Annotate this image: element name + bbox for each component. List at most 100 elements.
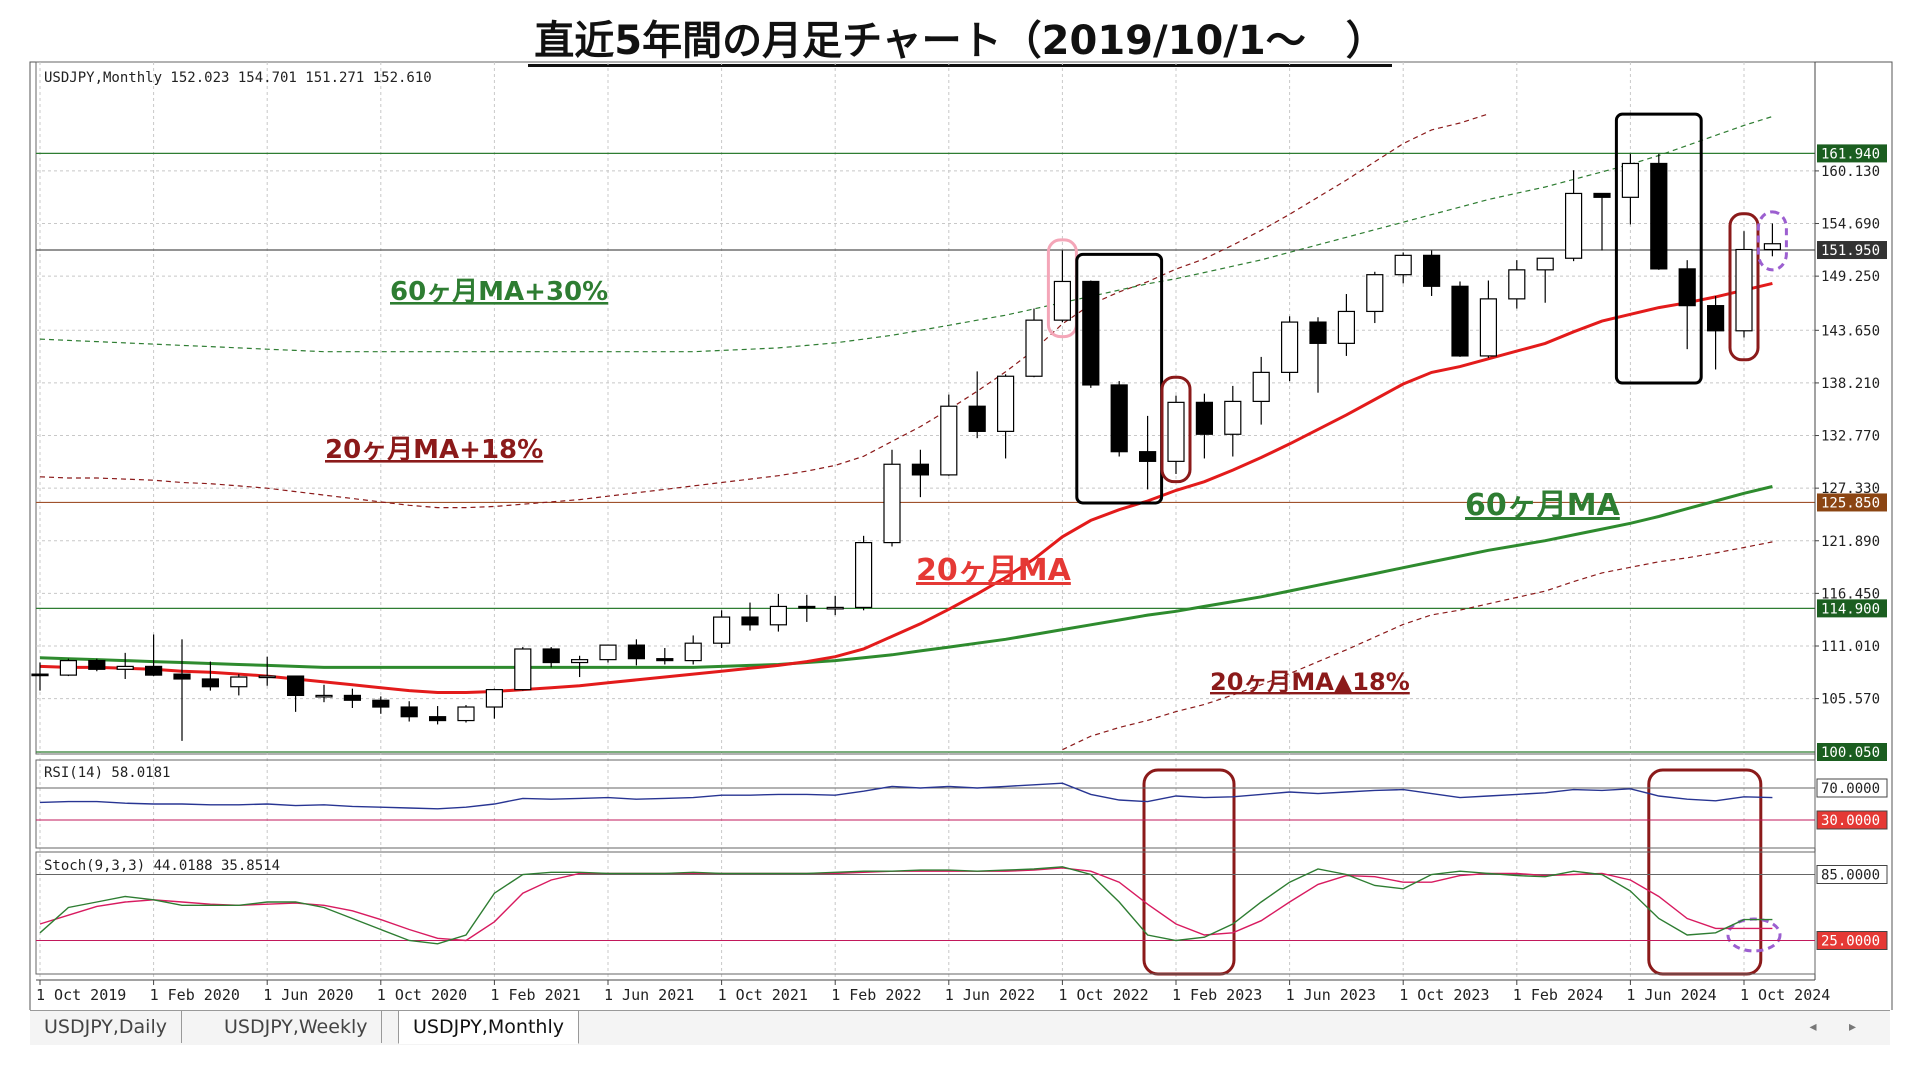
candle-body-down xyxy=(201,678,219,688)
ma20-line xyxy=(39,281,1773,694)
candle-body-down xyxy=(1678,268,1696,307)
price-chart[interactable]: 161.940 151.950 125.850 114.900 100.050 60ヶ月… xyxy=(0,0,1920,1010)
candle xyxy=(230,674,248,696)
stoch-k-line xyxy=(39,866,1773,945)
label-ma20-minus-18: 20ヶ月MA▲18% xyxy=(1210,668,1410,696)
candle xyxy=(31,662,49,691)
candle-body-up xyxy=(1366,274,1384,313)
candle xyxy=(627,639,646,666)
ma20-minus-18-line xyxy=(1062,541,1773,751)
tab-usdjpy-weekly[interactable]: USDJPY,Weekly xyxy=(210,1011,383,1043)
level-badge xyxy=(1817,493,1887,512)
candle-body-up xyxy=(315,694,333,698)
candle xyxy=(911,449,930,498)
price-tick-label: 143.650 xyxy=(1821,323,1880,339)
candle xyxy=(1621,153,1640,225)
candle xyxy=(1678,260,1696,350)
rsi-level-label: 30.0000 xyxy=(1821,813,1880,829)
candle xyxy=(1593,192,1611,251)
candle-body-up xyxy=(1735,248,1753,332)
price-tick-label: 121.890 xyxy=(1821,534,1880,550)
candle xyxy=(1195,393,1214,459)
candles xyxy=(31,153,1782,741)
candle-body-up xyxy=(1536,257,1554,271)
tab-scroll-arrows[interactable]: ◂ ▸ xyxy=(1809,1019,1870,1035)
candle xyxy=(258,656,276,686)
candle-body-up xyxy=(258,675,276,679)
ma60-plus-30-line xyxy=(39,115,1773,353)
label-ma20: 20ヶ月MA xyxy=(916,553,1072,588)
candle xyxy=(1479,280,1498,358)
candle xyxy=(145,634,163,677)
time-tick-label: 1 Oct 2024 xyxy=(1740,986,1830,1004)
candle-body-up xyxy=(1508,269,1526,300)
candle-body-up xyxy=(1280,321,1299,373)
time-tick-label: 1 Jun 2020 xyxy=(263,986,353,1004)
level-badge xyxy=(1817,599,1887,618)
candle-body-up xyxy=(883,463,901,544)
candle-body-down xyxy=(429,716,447,722)
candle-body-down xyxy=(542,648,560,664)
time-tick-label: 1 Feb 2024 xyxy=(1513,986,1603,1004)
time-tick-label: 1 Jun 2024 xyxy=(1626,986,1716,1004)
rsi-line xyxy=(39,782,1773,810)
highlight-box-decline-2024 xyxy=(1614,112,1703,385)
candle-body-up xyxy=(996,375,1015,432)
grid xyxy=(35,61,1816,980)
candle-body-down xyxy=(1195,401,1214,435)
price-tick-label: 149.250 xyxy=(1821,269,1880,285)
candle xyxy=(1224,385,1242,457)
candle-body-up xyxy=(1564,192,1583,259)
tab-usdjpy-monthly[interactable]: USDJPY,Monthly xyxy=(398,1011,579,1044)
candle xyxy=(826,595,844,616)
level-badge-label: 125.850 xyxy=(1821,495,1880,511)
candle xyxy=(542,647,560,668)
page-title-text: 直近5年間の月足チャート（2019/10/1～ ） xyxy=(528,18,1392,67)
candle-body-down xyxy=(627,644,646,660)
candle-body-up xyxy=(116,665,134,670)
time-tick-label: 1 Feb 2021 xyxy=(490,986,580,1004)
candle xyxy=(854,535,873,611)
candle xyxy=(1252,356,1270,425)
candle xyxy=(1735,231,1753,338)
candle xyxy=(940,394,958,476)
candle xyxy=(769,593,788,632)
annotation-boxes xyxy=(1046,112,1788,976)
candle xyxy=(201,661,219,691)
stoch-level-label: 25.0000 xyxy=(1821,934,1880,950)
candle xyxy=(514,647,532,691)
stoch-panel: Stoch(9,3,3) 44.0188 35.8514 85.0000 25.00… xyxy=(35,851,1888,975)
candle-body-down xyxy=(1082,280,1100,386)
level-badge xyxy=(1817,241,1887,260)
candle xyxy=(599,644,617,663)
candle-body-down xyxy=(741,616,759,626)
price-tick-label: 138.210 xyxy=(1821,376,1880,392)
time-tick-label: 1 Oct 2023 xyxy=(1399,986,1489,1004)
price-tick-label: 160.130 xyxy=(1821,164,1880,180)
candle-body-up xyxy=(1167,401,1185,462)
candle-body-up xyxy=(1025,319,1043,377)
candle xyxy=(1025,308,1043,378)
price-tick-label: 105.570 xyxy=(1821,692,1880,708)
tab-usdjpy-daily[interactable]: USDJPY,Daily xyxy=(30,1011,182,1043)
candle-body-down xyxy=(1650,162,1668,270)
candle xyxy=(684,635,702,665)
candle xyxy=(88,658,106,672)
candle-body-up xyxy=(599,644,617,661)
level-badge-label: 151.950 xyxy=(1821,243,1880,259)
candle-body-up xyxy=(826,606,844,610)
candle-body-up xyxy=(514,648,532,691)
time-tick-label: 1 Oct 2019 xyxy=(36,986,126,1004)
label-ma60-plus-30: 60ヶ月MA+30% xyxy=(390,277,608,307)
candle xyxy=(1280,316,1299,382)
candle-body-up xyxy=(457,706,475,722)
candle-body-up xyxy=(570,659,589,664)
candle xyxy=(1564,170,1583,262)
candle xyxy=(1508,260,1526,309)
candle-body-up xyxy=(1252,371,1270,402)
candle xyxy=(968,371,986,439)
price-tick-label: 154.690 xyxy=(1821,217,1880,233)
highlight-box-recent xyxy=(1728,212,1760,362)
candle xyxy=(59,658,78,677)
candle-body-down xyxy=(372,699,390,708)
